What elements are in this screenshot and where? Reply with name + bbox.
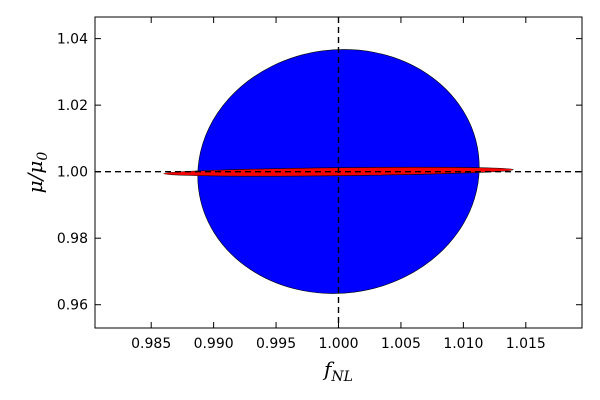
y-tick-label: 1.04 bbox=[57, 32, 88, 48]
y-tick-label: 1.02 bbox=[57, 98, 88, 114]
x-tick-label: 0.985 bbox=[131, 336, 171, 352]
x-axis-label: fNL bbox=[322, 357, 353, 385]
x-tick-label: 1.005 bbox=[381, 336, 421, 352]
y-axis-label-text: μ/μ0 bbox=[23, 152, 51, 194]
y-axis-label: μ/μ0 bbox=[23, 152, 51, 194]
plot-area-group: 0.985 0.990 0.995 1.000 1.005 1.010 1.015 0.96… bbox=[57, 16, 583, 352]
x-tick-label: 0.995 bbox=[256, 336, 296, 352]
x-tick-label: 0.990 bbox=[194, 336, 234, 352]
x-tick-label: 1.010 bbox=[443, 336, 483, 352]
x-ticks-group: 0.985 0.990 0.995 1.000 1.005 1.010 1.015 bbox=[131, 17, 546, 352]
y-ticks-group: 0.96 0.98 1.00 1.02 1.04 bbox=[57, 32, 582, 314]
reference-lines-group bbox=[95, 17, 582, 328]
y-tick-label: 1.00 bbox=[57, 165, 88, 181]
x-axis-label-text: fNL bbox=[322, 357, 353, 385]
x-tick-label: 1.015 bbox=[506, 336, 546, 352]
y-tick-label: 0.98 bbox=[57, 231, 88, 247]
y-tick-label: 0.96 bbox=[57, 298, 88, 314]
x-tick-label: 1.000 bbox=[318, 336, 358, 352]
